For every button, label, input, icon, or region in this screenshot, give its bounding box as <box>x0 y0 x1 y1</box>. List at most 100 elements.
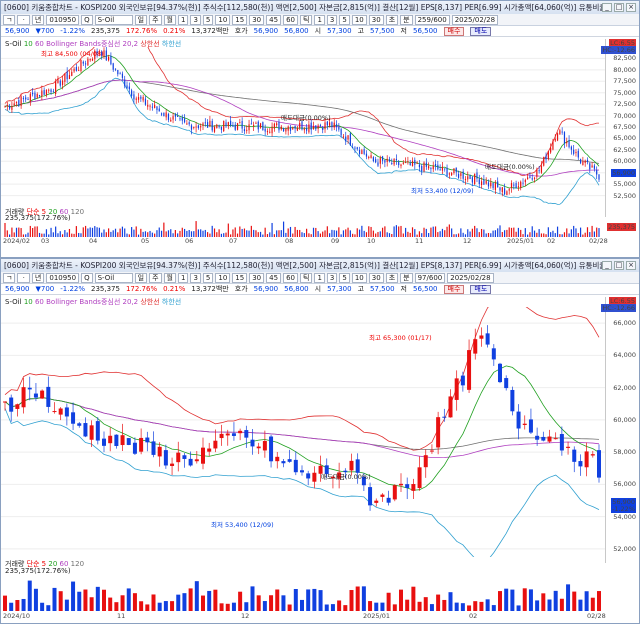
price-chart-bottom[interactable] <box>1 307 605 557</box>
search-icon[interactable]: Q <box>81 14 93 25</box>
close-icon[interactable]: × <box>626 3 636 12</box>
volume-chart-top[interactable] <box>1 221 605 237</box>
volume-bar <box>405 227 407 237</box>
dot-button[interactable]: ㆍ <box>17 272 30 283</box>
candle <box>423 455 428 468</box>
maximize-icon[interactable]: □ <box>614 3 624 12</box>
date-tick-label: 02/28 <box>589 237 608 245</box>
minute-15[interactable]: 15 <box>232 272 248 283</box>
volume-bar <box>306 589 311 611</box>
tick-5[interactable]: 5 <box>339 272 350 283</box>
minute-10[interactable]: 10 <box>215 272 231 283</box>
tick-30[interactable]: 30 <box>368 14 384 25</box>
minute-30[interactable]: 30 <box>249 272 265 283</box>
count-field[interactable]: 97/600 <box>414 272 446 283</box>
minimize-icon[interactable]: _ <box>602 3 612 12</box>
volume-bar <box>15 227 18 237</box>
dot-button[interactable]: ㆍ <box>17 14 30 25</box>
minute-15[interactable]: 15 <box>232 14 248 25</box>
stock-name-field[interactable]: S-Oil <box>94 14 133 25</box>
minute-button[interactable]: 분 <box>400 272 413 283</box>
volume-chart-bottom[interactable] <box>1 575 605 611</box>
date-tick-label: 10 <box>367 237 376 245</box>
minute-5[interactable]: 5 <box>202 272 214 283</box>
year-button[interactable]: 년 <box>31 14 45 25</box>
buy-button[interactable]: 매수 <box>443 26 465 36</box>
date-field[interactable]: 2025/02/28 <box>451 14 499 25</box>
minute-45[interactable]: 45 <box>266 14 282 25</box>
candle <box>15 404 20 409</box>
tick-3[interactable]: 3 <box>326 272 338 283</box>
period-month[interactable]: 월 <box>163 14 176 25</box>
minimize-icon[interactable]: _ <box>602 261 612 270</box>
tick-10[interactable]: 10 <box>351 14 367 25</box>
candle <box>533 177 536 179</box>
volume-bar <box>89 227 91 237</box>
candle <box>57 78 59 84</box>
volume-bar <box>375 233 377 237</box>
second-button[interactable]: 초 <box>385 272 399 283</box>
period-day[interactable]: 일 <box>134 272 148 283</box>
minute-3[interactable]: 3 <box>190 272 201 283</box>
period-week[interactable]: 주 <box>149 272 162 283</box>
period-month[interactable]: 월 <box>163 272 176 283</box>
stock-code-input[interactable]: 010950 <box>46 272 80 283</box>
tick-button[interactable]: 틱 <box>299 272 313 283</box>
stock-name-field[interactable]: S-Oil <box>94 272 133 283</box>
volume-bar <box>520 229 522 237</box>
count-field[interactable]: 259/600 <box>414 14 450 25</box>
minute-3[interactable]: 3 <box>190 14 201 25</box>
search-icon[interactable]: Q <box>81 272 93 283</box>
buy-button[interactable]: 매수 <box>443 284 465 294</box>
minute-button[interactable]: 분 <box>400 14 413 25</box>
minute-60[interactable]: 60 <box>283 272 298 283</box>
minute-1[interactable]: 1 <box>177 272 189 283</box>
tick-1[interactable]: 1 <box>314 14 325 25</box>
tick-button[interactable]: 틱 <box>299 14 313 25</box>
minute-30[interactable]: 30 <box>249 14 265 25</box>
y-tick-label: 52,500 <box>613 191 636 200</box>
price-chart-top[interactable] <box>1 47 605 207</box>
minute-45[interactable]: 45 <box>266 272 282 283</box>
tick-30[interactable]: 30 <box>368 272 384 283</box>
period-day[interactable]: 일 <box>134 14 148 25</box>
stock-code-input[interactable]: 010950 <box>46 14 80 25</box>
minute-10[interactable]: 10 <box>215 14 231 25</box>
turnover: 0.21% <box>163 27 186 35</box>
candle <box>132 442 137 454</box>
candle <box>41 90 43 97</box>
volume-bar <box>423 227 425 237</box>
candle <box>444 168 446 170</box>
sell-button[interactable]: 매도 <box>470 26 492 36</box>
period-week[interactable]: 주 <box>149 14 162 25</box>
minute-5[interactable]: 5 <box>202 14 214 25</box>
y-tick-label: 60,000 <box>613 157 636 166</box>
candle <box>179 118 181 120</box>
tick-10[interactable]: 10 <box>351 272 367 283</box>
maximize-icon[interactable]: □ <box>614 261 624 270</box>
candle <box>478 179 480 185</box>
menu-button[interactable]: ㄱ <box>3 272 16 283</box>
minute-1[interactable]: 1 <box>177 14 189 25</box>
candle <box>82 61 84 64</box>
second-button[interactable]: 초 <box>385 14 399 25</box>
tick-3[interactable]: 3 <box>326 14 338 25</box>
bollinger-lower-line <box>4 77 600 205</box>
year-button[interactable]: 년 <box>31 272 45 283</box>
candle <box>584 451 589 468</box>
close-icon[interactable]: × <box>626 261 636 270</box>
date-field[interactable]: 2025/02/28 <box>447 272 494 283</box>
menu-button[interactable]: ㄱ <box>3 14 16 25</box>
candle <box>441 166 444 171</box>
annotation-high: 최고 84,500 (04/08) <box>41 50 104 58</box>
sell-button[interactable]: 매도 <box>470 284 492 294</box>
candle <box>89 425 94 440</box>
tick-5[interactable]: 5 <box>339 14 350 25</box>
volume-bar <box>238 591 243 611</box>
candle <box>114 434 119 447</box>
minute-60[interactable]: 60 <box>283 14 298 25</box>
tick-1[interactable]: 1 <box>314 272 325 283</box>
candle <box>157 446 162 457</box>
candle <box>27 98 29 100</box>
candle <box>296 128 298 131</box>
